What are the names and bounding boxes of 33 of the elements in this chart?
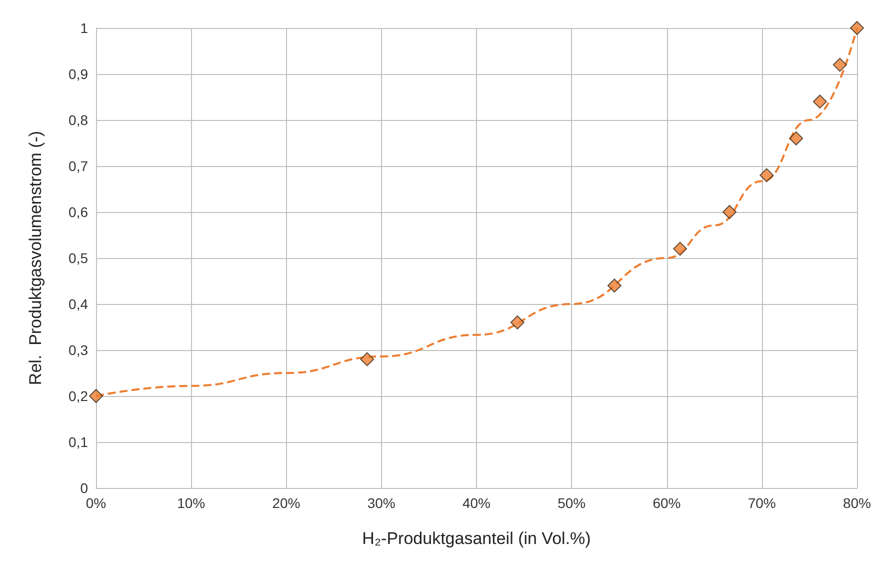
- x-tick-label: 50%: [558, 495, 586, 511]
- point: [760, 168, 774, 182]
- y-tick-label: 0,6: [68, 204, 88, 220]
- x-tick-label: 70%: [748, 495, 776, 511]
- point: [832, 58, 847, 72]
- point: [722, 205, 737, 219]
- y-tick-label: 0,9: [68, 66, 88, 82]
- y-tick-label: 0,4: [68, 296, 88, 312]
- y-tick-label: 0,7: [68, 158, 88, 174]
- point: [607, 278, 622, 293]
- point: [89, 389, 103, 403]
- point: [789, 131, 804, 146]
- x-tick-label: 60%: [652, 495, 681, 511]
- x-tick-label: 40%: [462, 495, 491, 511]
- x-tick-label: 80%: [842, 495, 872, 511]
- y-tick-label: 0,1: [68, 434, 88, 450]
- x-tick-label: 30%: [367, 495, 396, 511]
- y-tick-label: 0: [80, 480, 88, 496]
- y-tick-label: 0,2: [68, 388, 88, 404]
- y-tick-label: 0,5: [68, 250, 88, 266]
- x-tick-label: 20%: [272, 495, 300, 511]
- y-tick-label: 1: [80, 20, 88, 36]
- y-tick-label: 0,8: [68, 112, 88, 128]
- point: [850, 21, 864, 35]
- point: [673, 242, 688, 256]
- y-axis-title: Rel. Produktgasvolumenstrom (-): [26, 130, 45, 386]
- point: [510, 315, 524, 330]
- x-axis-title: H₂-Produktgasanteil (in Vol.%): [362, 529, 591, 548]
- point: [812, 94, 827, 109]
- x-tick-label: 0%: [86, 495, 106, 511]
- x-tick-label: 10%: [177, 495, 206, 511]
- y-tick-label: 0,3: [68, 342, 88, 358]
- point: [360, 352, 374, 366]
